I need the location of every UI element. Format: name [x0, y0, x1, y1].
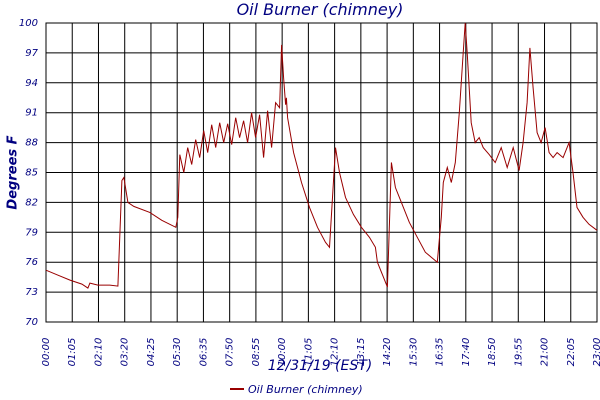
- y-tick-label: 70: [25, 317, 38, 328]
- x-tick-labels: 00:00 01:05 02:10 03:20 04:25 05:30 06:35 07:50…: [41, 338, 600, 367]
- x-tick-label: 22:05: [566, 338, 577, 367]
- x-tick-label: 02:10: [93, 338, 104, 367]
- x-tick-label: 01:05: [67, 338, 78, 367]
- x-tick-label: 06:35: [198, 338, 209, 367]
- y-tick-label: 85: [25, 168, 38, 179]
- y-tick-label: 79: [25, 227, 38, 238]
- x-tick-label: 23:00: [592, 338, 600, 367]
- x-tick-label: 13:15: [356, 338, 367, 367]
- x-tick-label: 04:25: [146, 338, 157, 367]
- x-axis-label: 12/31/19 (EST): [267, 358, 373, 374]
- x-tick-label: 10:00: [277, 338, 288, 367]
- legend: Oil Burner (chimney): [230, 382, 363, 396]
- y-tick-label: 73: [25, 287, 38, 298]
- x-tick-label: 18:50: [487, 338, 498, 367]
- y-tick-label: 82: [25, 197, 38, 208]
- x-tick-label: 16:35: [435, 338, 446, 367]
- series-layer: [45, 22, 598, 289]
- y-tick-labels: 100 97 94 91 88 85 82 79 76 73 70: [19, 18, 39, 328]
- chart-title: Oil Burner (chimney): [236, 0, 404, 19]
- y-tick-label: 88: [25, 138, 38, 149]
- series-line: [45, 22, 598, 289]
- x-tick-label: 12:10: [330, 338, 341, 367]
- x-tick-label: 19:55: [513, 338, 524, 367]
- y-tick-label: 97: [25, 48, 38, 59]
- x-tick-label: 21:00: [540, 338, 551, 367]
- x-tick-label: 07:50: [225, 338, 236, 367]
- y-tick-label: 94: [25, 78, 38, 89]
- x-tick-label: 08:55: [251, 338, 262, 367]
- x-tick-label: 14:20: [382, 338, 393, 367]
- y-tick-label: 100: [19, 18, 38, 29]
- x-tick-label: 03:20: [120, 338, 131, 367]
- x-tick-label: 15:30: [408, 338, 419, 367]
- x-tick-label: 00:00: [41, 338, 52, 367]
- x-tick-label: 11:05: [303, 338, 314, 367]
- y-tick-label: 91: [25, 108, 38, 119]
- y-tick-label: 76: [25, 257, 38, 268]
- legend-label: Oil Burner (chimney): [248, 382, 363, 396]
- x-tick-label: 17:40: [461, 338, 472, 367]
- x-tick-label: 05:30: [172, 338, 183, 367]
- grid: [45, 22, 598, 323]
- legend-swatch: [230, 388, 244, 390]
